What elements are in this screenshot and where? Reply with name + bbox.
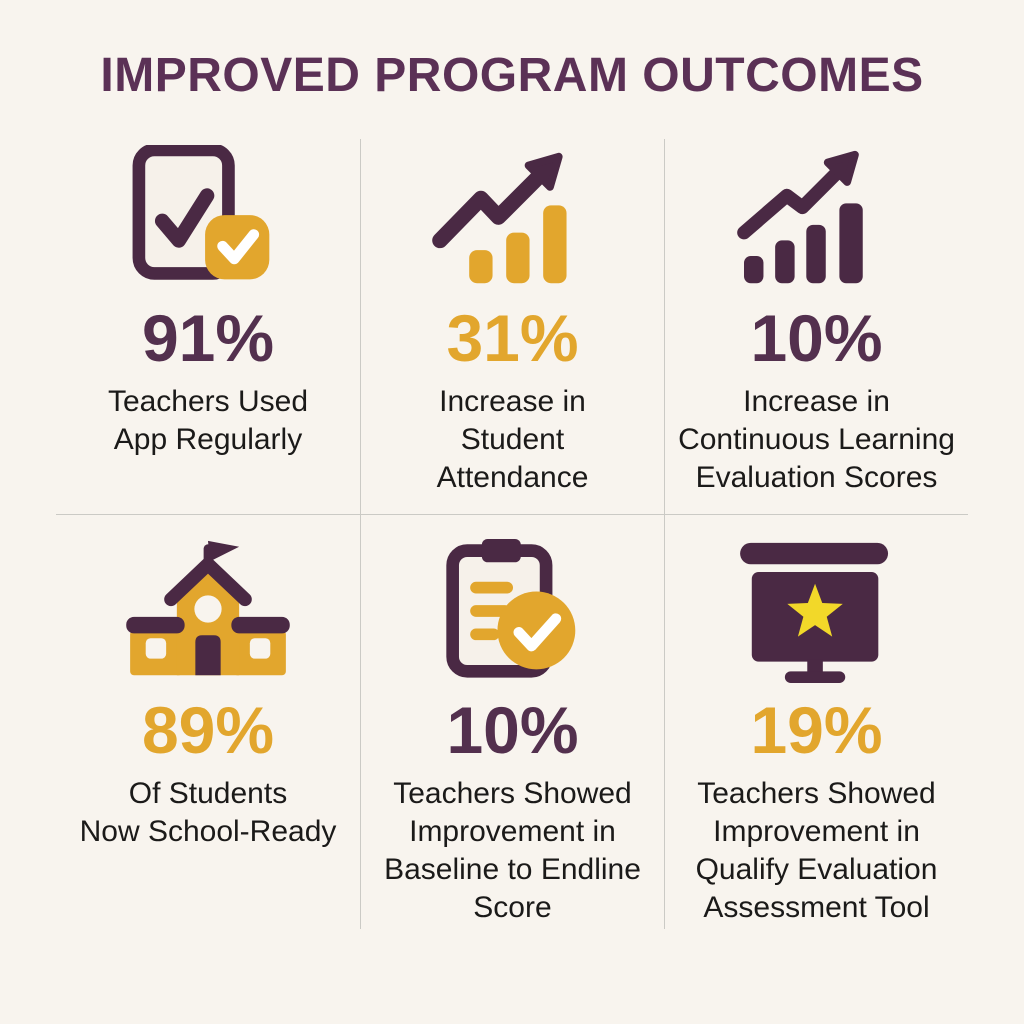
stat-cell-student-attendance: 31% Increase in Student Attendance: [360, 139, 664, 514]
stat-value: 19%: [750, 693, 883, 767]
clipboard-check-icon: [435, 537, 591, 683]
stat-cell-continuous-learning: 10% Increase in Continuous Learning Eval…: [664, 139, 968, 514]
stat-label: Teachers Showed Improvement in Qualify E…: [695, 777, 938, 924]
stat-label: Increase in Continuous Learning Evaluati…: [678, 385, 955, 494]
stat-label: Teachers Showed Improvement in Baseline …: [384, 777, 641, 924]
stats-grid: 91% Teachers Used App Regularly 31% Incr…: [56, 139, 968, 929]
stat-value: 10%: [446, 693, 579, 767]
stat-value: 89%: [141, 693, 275, 767]
trend-up-bars-gold-icon: [430, 145, 596, 291]
trend-up-bars-purple-icon: [734, 145, 900, 291]
tablet-check-icon: [125, 145, 291, 291]
stat-label: Teachers Used App Regularly: [107, 385, 309, 456]
stat-label: Increase in Student Attendance: [436, 385, 589, 494]
stat-cell-quality-evaluation: 19% Teachers Showed Improvement in Quali…: [664, 514, 968, 929]
stat-value: 91%: [141, 301, 275, 375]
stat-value: 10%: [750, 301, 883, 375]
page-title: IMPROVED PROGRAM OUTCOMES: [100, 49, 924, 102]
presentation-star-icon: [734, 537, 900, 683]
stat-value: 31%: [446, 301, 579, 375]
stat-cell-teachers-used-app: 91% Teachers Used App Regularly: [56, 139, 360, 514]
stat-label: Of Students Now School-Ready: [79, 777, 337, 848]
stat-cell-baseline-endline: 10% Teachers Showed Improvement in Basel…: [360, 514, 664, 929]
stat-cell-school-ready: 89% Of Students Now School-Ready: [56, 514, 360, 929]
school-building-icon: [120, 537, 296, 683]
